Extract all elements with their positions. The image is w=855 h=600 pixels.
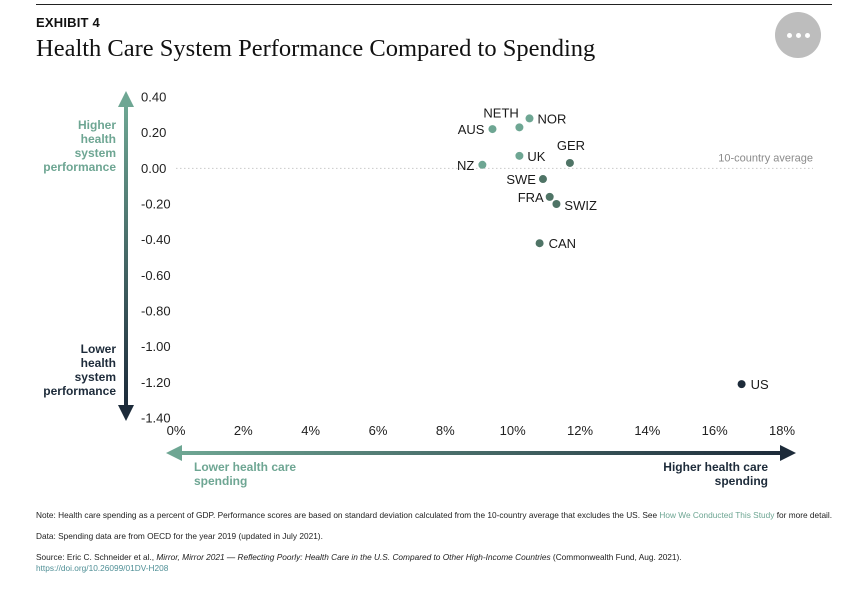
- data-points: NETH NOR AUS UK GER NZ SWE FRA SWIZ CAN US: [457, 105, 769, 392]
- x-tick-label: 12%: [567, 423, 593, 438]
- data-point-neth: [515, 123, 524, 132]
- y-tick-label: -1.00: [141, 339, 171, 354]
- point-label-ger: GER: [557, 138, 585, 153]
- y-tick-label: -0.80: [141, 304, 171, 319]
- x-tick-label: 2%: [234, 423, 253, 438]
- y-tick-label: 0.40: [141, 90, 166, 105]
- point-label-nor: NOR: [538, 111, 567, 126]
- average-label: 10-country average: [718, 152, 813, 164]
- data-paragraph: Data: Spending data are from OECD for th…: [36, 531, 323, 541]
- data-point-uk: [515, 151, 524, 160]
- scatter-chart: 10-country average 0.40 0.20 0.00 -0.20 -0.4…: [118, 90, 813, 461]
- exhibit-number: EXHIBIT 4: [36, 15, 100, 30]
- point-label-can: CAN: [549, 236, 576, 251]
- source-paragraph: Source: Eric C. Schneider et al., Mirror…: [36, 552, 682, 573]
- data-point-aus: [488, 125, 497, 134]
- point-label-neth: NETH: [483, 105, 518, 120]
- x-tick-label: 16%: [702, 423, 728, 438]
- x-tick-label: 0%: [167, 423, 186, 438]
- y-tick-label: -0.40: [141, 232, 171, 247]
- data-point-ger: [565, 158, 574, 167]
- data-point-swiz: [552, 200, 561, 208]
- x-tick-label: 18%: [769, 423, 795, 438]
- data-point-us: [737, 380, 746, 389]
- x-tick-label: 4%: [301, 423, 320, 438]
- x-tick-label: 6%: [369, 423, 388, 438]
- y-tick-labels: 0.40 0.20 0.00 -0.20 -0.40 -0.60 -0.80 -1.00 -1.…: [141, 90, 171, 426]
- y-axis-top-label: Higher health system performance: [43, 118, 116, 174]
- more-horizontal-icon: [786, 32, 810, 38]
- data-point-nor: [525, 114, 534, 123]
- y-axis-arrow: [118, 91, 134, 421]
- more-options-button[interactable]: [775, 12, 821, 58]
- doi-link[interactable]: https://doi.org/10.26099/01DV-H208: [36, 563, 169, 573]
- point-label-aus: AUS: [458, 122, 485, 137]
- top-rule: [36, 4, 832, 5]
- x-axis-right-label: Higher health care spending: [663, 460, 768, 488]
- x-tick-label: 14%: [634, 423, 660, 438]
- point-label-nz: NZ: [457, 158, 474, 173]
- data-point-can: [535, 239, 544, 248]
- chart-title: Health Care System Performance Compared …: [36, 35, 596, 62]
- data-point-swe: [538, 175, 547, 184]
- y-tick-label: -0.60: [141, 268, 171, 283]
- point-label-uk: UK: [527, 149, 545, 164]
- note-paragraph: Note: Health care spending as a percent …: [36, 510, 833, 520]
- point-label-swe: SWE: [506, 172, 536, 187]
- y-tick-label: -1.40: [141, 411, 171, 426]
- point-label-fra: FRA: [518, 190, 544, 205]
- methodology-link[interactable]: How We Conducted This Study: [659, 510, 775, 520]
- y-tick-label: 0.20: [141, 125, 166, 140]
- y-tick-label: -1.20: [141, 375, 171, 390]
- y-axis-bottom-label: Lower health system performance: [43, 342, 116, 398]
- x-axis-left-label: Lower health care spending: [194, 460, 297, 488]
- y-tick-label: 0.00: [141, 161, 166, 176]
- data-point-nz: [478, 160, 487, 169]
- x-axis-arrow: [166, 445, 796, 461]
- x-tick-label: 8%: [436, 423, 455, 438]
- x-tick-label: 10%: [500, 423, 526, 438]
- point-label-us: US: [751, 377, 769, 392]
- x-tick-labels: 0% 2% 4% 6% 8% 10% 12% 14% 16% 18%: [167, 423, 796, 438]
- footnotes: Note: Health care spending as a percent …: [36, 510, 836, 584]
- data-point-fra: [545, 192, 554, 201]
- y-tick-label: -0.20: [141, 197, 171, 212]
- point-label-swiz: SWIZ: [564, 198, 597, 213]
